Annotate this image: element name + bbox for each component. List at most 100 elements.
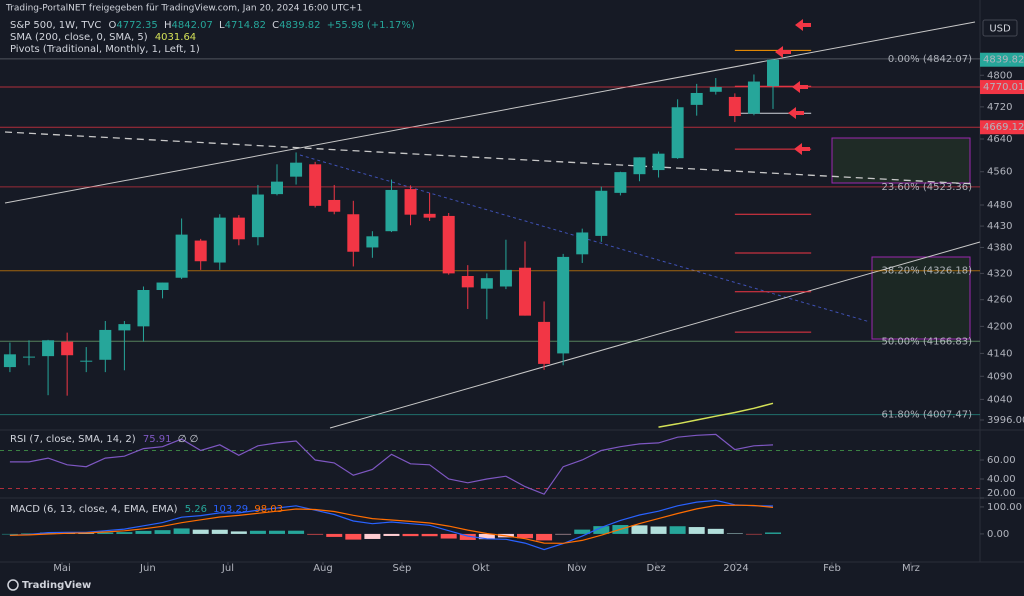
y-tick-label: 4040 xyxy=(987,394,1012,405)
sma-line xyxy=(658,402,774,428)
macd-histogram-bar xyxy=(536,533,553,541)
sma-value: 4031.64 xyxy=(155,32,196,43)
candle-body xyxy=(728,96,741,117)
candle-body xyxy=(347,214,360,252)
macd-histogram-bar xyxy=(230,531,247,534)
macd-hist-value: 5.26 xyxy=(185,504,207,515)
price-label-box xyxy=(980,80,1024,95)
candle-body xyxy=(61,341,74,356)
price-label-box xyxy=(980,120,1024,135)
macd-histogram-bar xyxy=(307,533,324,535)
arrow-icon xyxy=(775,46,791,58)
y-tick-label: 4320 xyxy=(987,268,1012,279)
fib-label: 23.60% (4523.36) xyxy=(882,182,973,193)
arrow-icon xyxy=(794,143,810,155)
x-tick-label: Dez xyxy=(647,563,666,574)
macd-histogram-bar xyxy=(765,532,782,534)
rsi-tick-label: 60.00 xyxy=(987,455,1016,466)
fib-label: 61.80% (4007.47) xyxy=(882,410,973,421)
candle-body xyxy=(137,289,150,327)
macd-histogram-bar xyxy=(135,530,152,534)
macd-histogram-bar xyxy=(288,530,305,534)
candle-body xyxy=(595,190,608,236)
y-tick-label: 4260 xyxy=(987,295,1012,306)
candle-body xyxy=(194,240,207,262)
macd-histogram-bar xyxy=(517,533,534,539)
rsi-tick-label: 40.00 xyxy=(987,474,1016,485)
arrow-icon xyxy=(795,19,811,31)
rsi-legend: RSI (7, close, SMA, 14, 2) 75.91 ∅ ∅ xyxy=(10,434,198,445)
macd-histogram-bar xyxy=(688,527,705,534)
signal-value: 98.03 xyxy=(254,504,283,515)
brand: TradingView xyxy=(7,579,91,591)
rsi-tick-label: 20.00 xyxy=(987,488,1016,499)
macd-histogram-bar xyxy=(574,529,591,534)
macd-histogram-bar xyxy=(364,533,381,539)
candle-body xyxy=(461,275,474,288)
macd-line xyxy=(9,499,774,551)
x-tick-label: Nov xyxy=(567,563,587,574)
candle-body xyxy=(519,267,532,316)
x-tick-label: Mrz xyxy=(902,563,920,574)
macd-histogram-bar xyxy=(440,533,457,539)
y-tick-label: 4480 xyxy=(987,200,1012,211)
arrows xyxy=(775,19,811,155)
macd-histogram-bar xyxy=(326,533,343,537)
candle-body xyxy=(232,217,245,240)
y-tick-label: 4720 xyxy=(987,102,1012,113)
candle-body xyxy=(385,189,398,232)
rsi-title: RSI (7, close, SMA, 14, 2) xyxy=(10,434,136,445)
arrow-icon xyxy=(792,81,808,93)
sma-title: SMA (200, close, 0, SMA, 5) xyxy=(10,32,148,43)
macd-histogram-bar xyxy=(555,533,572,535)
macd-histogram-bar xyxy=(459,533,476,540)
candle-body xyxy=(538,321,551,364)
currency-box[interactable] xyxy=(982,19,1018,37)
macd-histogram-bar xyxy=(1,533,18,535)
candle-body xyxy=(767,59,780,87)
macd-histogram-bar xyxy=(593,526,610,534)
macd-histogram-bar xyxy=(478,533,495,540)
candle-body xyxy=(652,153,665,171)
candle-body xyxy=(309,164,322,206)
macd-tick-label: 0.00 xyxy=(987,529,1009,540)
trend-line xyxy=(4,21,976,204)
candle-body xyxy=(290,162,303,177)
macd-histogram-bar xyxy=(650,526,667,534)
attribution: Trading-PortalNET freigegeben für Tradin… xyxy=(5,4,362,14)
rsi-value: 75.91 xyxy=(143,434,172,445)
candle-body xyxy=(557,256,570,354)
last-price-box xyxy=(980,52,1024,67)
ohlc-value: 4842.07 xyxy=(171,20,212,31)
macd-histogram-bar xyxy=(20,533,37,534)
macd-legend: MACD (6, 13, close, 4, EMA, EMA) 5.26 10… xyxy=(10,504,283,515)
macd-histogram-bar xyxy=(116,532,133,534)
rsi-na: ∅ ∅ xyxy=(178,434,199,445)
macd-histogram-bar xyxy=(726,533,743,534)
x-tick-label: Okt xyxy=(472,563,490,574)
currency: USD xyxy=(989,24,1011,35)
ohlc-value: 4839.82 xyxy=(279,20,320,31)
candle-body xyxy=(251,194,264,238)
pivots-title: Pivots (Traditional, Monthly, 1, Left, 1… xyxy=(10,44,200,55)
macd-tick-label: 100.00 xyxy=(987,502,1022,513)
y-tick-label: 4380 xyxy=(987,242,1012,253)
price-label: 4669.12 xyxy=(983,122,1024,133)
candle-body xyxy=(442,215,455,274)
candle-body xyxy=(366,236,379,248)
brand-name: TradingView xyxy=(22,580,91,591)
fib-label: 0.00% (4842.07) xyxy=(888,54,972,65)
price-pane: 0.00% (4842.07) 23.60% (4523.36) 38.20% (4… xyxy=(0,49,980,551)
ohlc-label: H xyxy=(164,20,172,31)
candle-body xyxy=(633,157,646,175)
y-tick-label: 4200 xyxy=(987,321,1012,332)
candle-body xyxy=(328,199,341,212)
candle-body xyxy=(156,282,169,290)
ohlc-label: C xyxy=(272,20,279,31)
candle-body xyxy=(499,269,512,287)
macd-histogram-bar xyxy=(97,532,114,534)
x-tick-label: Aug xyxy=(313,563,333,574)
y-tick-label: 3996.00 xyxy=(987,415,1024,426)
